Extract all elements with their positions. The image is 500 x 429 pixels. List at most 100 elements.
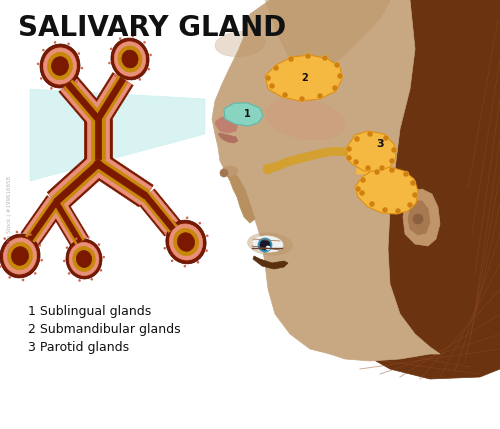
Ellipse shape xyxy=(69,242,99,275)
Circle shape xyxy=(354,136,360,142)
Circle shape xyxy=(37,63,40,65)
Polygon shape xyxy=(265,0,390,69)
Circle shape xyxy=(260,240,270,250)
Text: Adobe Stock | #199616658: Adobe Stock | #199616658 xyxy=(6,176,12,252)
Circle shape xyxy=(172,221,176,223)
Circle shape xyxy=(355,186,361,192)
Circle shape xyxy=(29,233,32,236)
Circle shape xyxy=(359,190,365,196)
Circle shape xyxy=(171,260,173,262)
Polygon shape xyxy=(49,198,87,246)
Ellipse shape xyxy=(222,166,238,176)
Circle shape xyxy=(42,49,44,51)
Polygon shape xyxy=(91,153,153,207)
Text: 2: 2 xyxy=(302,73,308,83)
Circle shape xyxy=(98,243,100,246)
Polygon shape xyxy=(52,159,102,207)
Circle shape xyxy=(382,207,388,213)
Polygon shape xyxy=(28,200,58,241)
Ellipse shape xyxy=(178,233,194,251)
Polygon shape xyxy=(94,159,150,201)
Circle shape xyxy=(0,265,2,268)
Circle shape xyxy=(184,265,186,267)
Polygon shape xyxy=(142,193,178,233)
Circle shape xyxy=(410,180,416,186)
Circle shape xyxy=(263,164,273,174)
Circle shape xyxy=(365,165,371,171)
Circle shape xyxy=(40,259,43,262)
Polygon shape xyxy=(265,55,342,101)
Polygon shape xyxy=(144,194,175,231)
Ellipse shape xyxy=(84,150,112,178)
Polygon shape xyxy=(224,103,263,126)
Ellipse shape xyxy=(88,154,108,174)
Ellipse shape xyxy=(48,52,72,80)
Polygon shape xyxy=(59,76,107,127)
Ellipse shape xyxy=(66,239,102,279)
Ellipse shape xyxy=(111,38,149,80)
Circle shape xyxy=(100,269,102,272)
Circle shape xyxy=(78,279,81,282)
Text: 2 Submandibular glands: 2 Submandibular glands xyxy=(28,323,180,335)
Circle shape xyxy=(369,201,375,207)
Polygon shape xyxy=(26,199,60,242)
Polygon shape xyxy=(355,167,418,214)
Circle shape xyxy=(395,208,401,214)
Polygon shape xyxy=(30,89,205,181)
Circle shape xyxy=(346,146,352,152)
Ellipse shape xyxy=(258,238,272,252)
Circle shape xyxy=(407,202,413,208)
Ellipse shape xyxy=(8,242,32,270)
Polygon shape xyxy=(48,154,106,211)
Polygon shape xyxy=(403,189,440,246)
Circle shape xyxy=(391,147,397,153)
Polygon shape xyxy=(322,147,336,157)
Circle shape xyxy=(322,55,328,61)
Polygon shape xyxy=(309,149,323,160)
Ellipse shape xyxy=(253,236,283,252)
Circle shape xyxy=(389,167,395,173)
Circle shape xyxy=(332,85,338,91)
Polygon shape xyxy=(94,119,102,159)
Polygon shape xyxy=(335,147,347,155)
Polygon shape xyxy=(64,80,102,123)
Circle shape xyxy=(110,48,112,50)
Ellipse shape xyxy=(0,234,40,278)
Polygon shape xyxy=(60,78,106,125)
Circle shape xyxy=(16,231,18,233)
Circle shape xyxy=(389,158,395,164)
Circle shape xyxy=(132,35,134,37)
Polygon shape xyxy=(276,158,288,169)
Text: 1 Sublingual glands: 1 Sublingual glands xyxy=(28,305,151,317)
Polygon shape xyxy=(408,201,430,235)
Polygon shape xyxy=(286,155,299,166)
Ellipse shape xyxy=(118,46,142,72)
Polygon shape xyxy=(215,117,238,133)
Ellipse shape xyxy=(114,42,146,76)
Circle shape xyxy=(265,75,271,81)
Circle shape xyxy=(403,171,409,177)
Ellipse shape xyxy=(248,233,292,255)
Circle shape xyxy=(196,261,200,263)
Polygon shape xyxy=(22,197,64,244)
Ellipse shape xyxy=(76,251,92,268)
Polygon shape xyxy=(88,73,133,125)
Circle shape xyxy=(54,41,56,44)
Circle shape xyxy=(288,56,294,62)
Circle shape xyxy=(337,73,343,79)
Circle shape xyxy=(220,169,228,177)
Circle shape xyxy=(76,81,78,83)
Circle shape xyxy=(22,279,25,281)
Circle shape xyxy=(269,83,275,89)
Polygon shape xyxy=(52,199,84,245)
Circle shape xyxy=(164,232,167,235)
Circle shape xyxy=(119,37,122,40)
Circle shape xyxy=(126,81,128,83)
Circle shape xyxy=(102,256,105,258)
Circle shape xyxy=(317,93,323,99)
Circle shape xyxy=(273,65,279,71)
Circle shape xyxy=(282,92,288,98)
Polygon shape xyxy=(54,201,82,243)
Circle shape xyxy=(164,247,166,250)
Ellipse shape xyxy=(94,160,102,168)
